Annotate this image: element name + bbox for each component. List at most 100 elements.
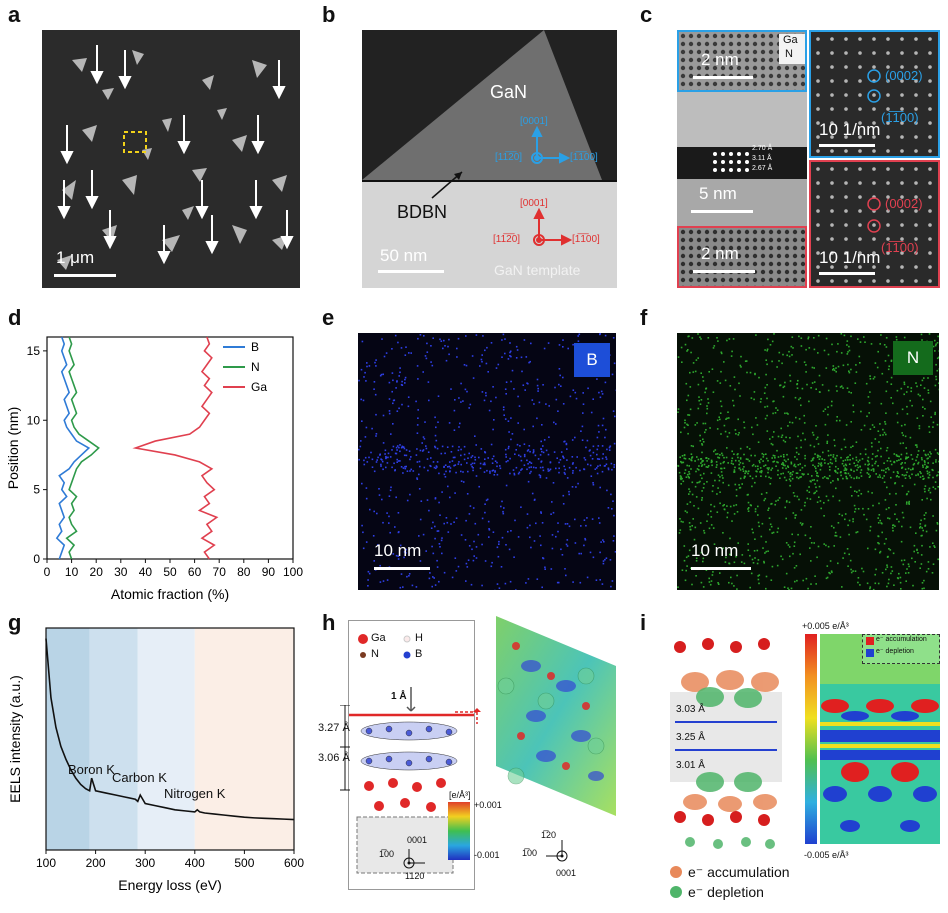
eds-dot xyxy=(765,453,767,455)
eds-dot xyxy=(912,468,914,471)
eds-dot xyxy=(755,475,757,478)
eds-dot xyxy=(718,416,720,418)
eds-dot xyxy=(361,420,363,422)
eds-dot xyxy=(778,497,781,499)
eds-dot xyxy=(604,334,607,337)
eds-dot xyxy=(735,488,738,491)
eds-dot xyxy=(437,421,439,423)
eds-dot xyxy=(612,540,615,542)
eds-dot xyxy=(519,445,521,447)
eds-dot xyxy=(759,401,762,403)
eds-dot xyxy=(364,456,367,459)
eds-dot xyxy=(907,467,910,470)
eds-dot xyxy=(837,468,839,470)
eds-dot xyxy=(494,460,497,462)
eds-dot xyxy=(823,515,825,517)
eds-dot xyxy=(608,449,611,451)
eds-dot xyxy=(405,449,408,451)
eds-dot xyxy=(800,446,802,449)
eds-dot xyxy=(938,460,939,463)
eds-dot xyxy=(719,502,721,505)
eds-dot xyxy=(473,462,476,465)
eds-dot xyxy=(384,449,387,452)
eds-dot xyxy=(785,542,788,544)
eds-dot xyxy=(431,585,433,588)
eds-dot xyxy=(934,546,936,548)
eds-dot xyxy=(382,414,385,417)
eds-dot xyxy=(572,472,574,474)
eds-dot xyxy=(935,529,938,532)
axis-1-100-b: 1̅00 xyxy=(522,848,538,858)
eds-dot xyxy=(816,456,819,458)
eds-dot xyxy=(833,545,835,547)
eds-dot xyxy=(688,471,690,473)
eds-dot xyxy=(363,376,365,378)
eds-dot xyxy=(695,557,698,560)
eds-dot xyxy=(391,449,393,451)
eds-dot xyxy=(804,454,806,457)
eds-dot xyxy=(844,459,847,461)
eds-dot xyxy=(805,348,807,351)
eds-dot xyxy=(568,525,571,528)
eds-dot xyxy=(707,466,709,468)
eds-dot xyxy=(753,391,756,393)
eds-dot xyxy=(362,399,365,402)
eds-dot xyxy=(373,510,375,513)
eds-dot xyxy=(488,536,490,538)
eds-dot xyxy=(728,432,731,434)
eds-dot xyxy=(592,445,595,448)
eds-dot xyxy=(505,460,508,463)
eds-dot xyxy=(917,462,919,465)
eds-dot xyxy=(752,562,755,564)
eds-dot xyxy=(874,438,877,440)
eds-dot xyxy=(922,475,924,477)
eds-map-boron: B 10 nm xyxy=(358,333,616,590)
eds-dot xyxy=(396,449,398,451)
eds-dot xyxy=(816,501,819,503)
eds-dot xyxy=(715,453,717,455)
d-spacing-3: 2.67 Å xyxy=(752,165,773,172)
eds-dot xyxy=(468,513,471,515)
eds-dot xyxy=(454,399,456,401)
scale-bar xyxy=(374,567,430,570)
eds-dot xyxy=(416,448,418,450)
panel-label-f: f xyxy=(640,305,648,330)
eds-dot xyxy=(761,470,763,472)
eds-dot xyxy=(935,459,937,461)
eds-dot xyxy=(533,403,535,405)
eds-dot xyxy=(404,354,407,356)
eds-dot xyxy=(885,471,887,474)
eds-dot xyxy=(733,453,735,455)
scale-bar xyxy=(54,274,116,277)
eds-dot xyxy=(465,364,468,367)
eds-dot xyxy=(825,337,828,340)
eds-dot xyxy=(808,491,811,493)
boron-k-label: Boron K xyxy=(68,762,115,777)
eds-dot xyxy=(394,469,396,472)
eds-dot xyxy=(755,417,757,419)
eds-dot xyxy=(782,395,785,398)
eds-dot xyxy=(828,475,831,477)
eds-dot xyxy=(760,471,763,474)
eds-dot xyxy=(872,588,875,590)
eds-dot xyxy=(804,464,806,467)
eds-dot xyxy=(422,533,425,536)
eds-dot xyxy=(530,466,532,468)
eds-dot xyxy=(542,445,544,447)
eds-dot xyxy=(857,338,859,340)
eds-dot xyxy=(392,379,394,382)
eds-dot xyxy=(854,508,857,510)
eds-dot xyxy=(679,475,682,477)
eds-dot xyxy=(930,453,932,455)
eds-dot xyxy=(697,383,700,386)
eds-dot xyxy=(869,428,872,430)
eds-dot xyxy=(502,512,505,515)
eds-dot xyxy=(765,492,768,494)
eds-dot xyxy=(771,502,773,505)
eds-dot xyxy=(495,396,497,399)
scale-bar-label: 10 1/nm xyxy=(819,248,881,267)
eds-dot xyxy=(874,582,877,585)
eds-dot xyxy=(932,426,934,428)
eds-dot xyxy=(691,456,694,458)
eds-dot xyxy=(853,470,855,473)
